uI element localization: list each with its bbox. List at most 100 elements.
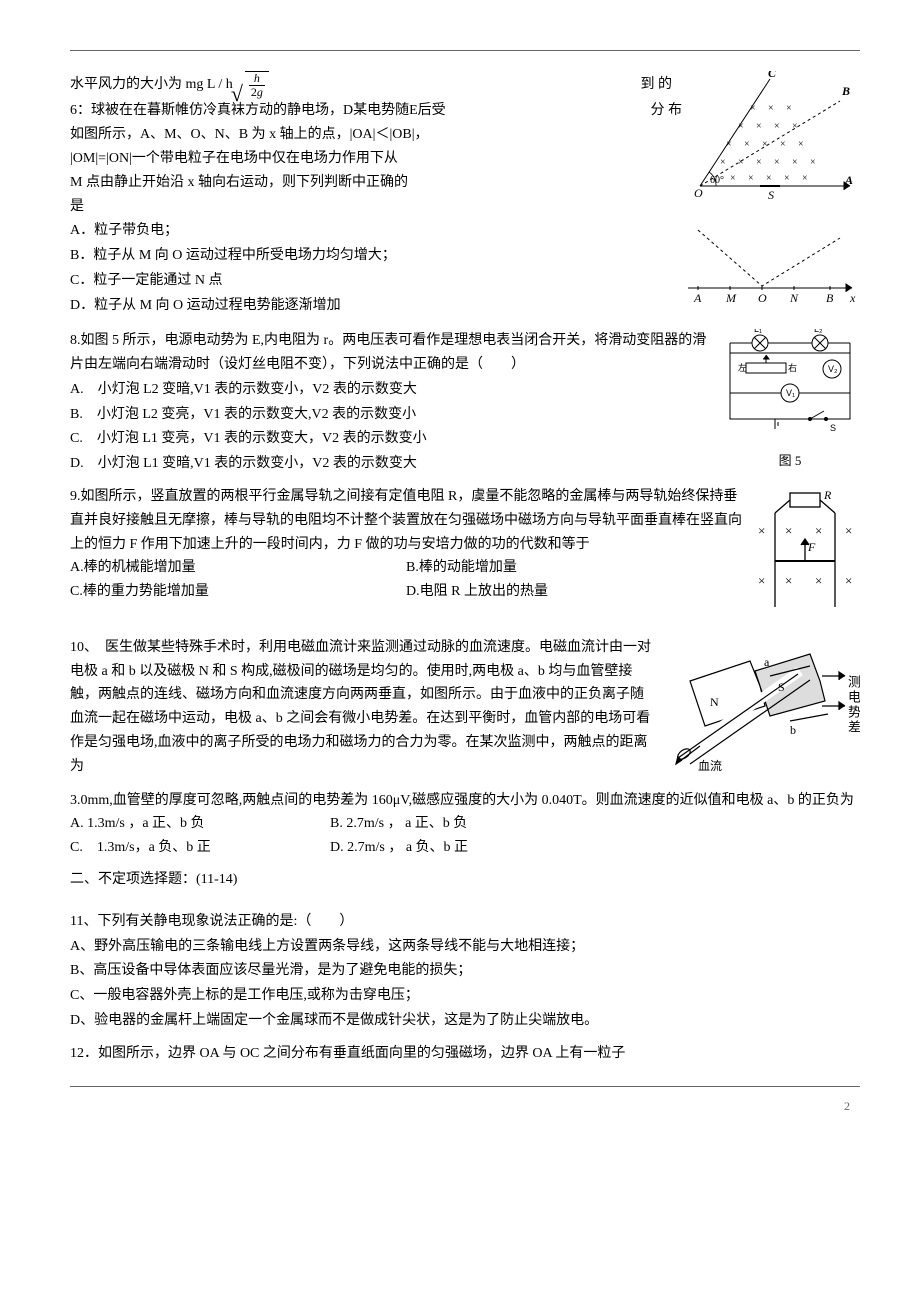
q10-option-b: B. 2.7m/s ， a 正、b 负: [330, 812, 590, 836]
svg-text:×: ×: [758, 523, 765, 538]
bottom-rule: [70, 1086, 860, 1087]
svg-text:×: ×: [786, 103, 792, 114]
svg-text:×: ×: [738, 121, 744, 132]
figure-q8-circuit: L₁L₂ V₂V₁ 左右 S 图 5: [720, 329, 860, 472]
svg-text:B: B: [826, 291, 834, 305]
svg-text:N: N: [789, 291, 799, 305]
fig5-caption: 图 5: [720, 450, 860, 472]
right-frag-1: 到 的: [641, 73, 673, 97]
section-2-title: 二、不定项选择题：(11-14): [70, 868, 860, 892]
svg-text:×: ×: [750, 103, 756, 114]
svg-text:B: B: [841, 84, 850, 98]
svg-text:右: 右: [788, 362, 797, 373]
q8-option-d: D. 小灯泡 L1 变暗,V1 表的示数变小，V2 表的示数变大: [70, 452, 712, 476]
svg-text:×: ×: [798, 139, 804, 150]
q6-q7-block: ××× ×××× ××××× ×××××× ××××× O C B A S 60…: [70, 71, 860, 321]
q10-stem-2: 3.0mm,血管壁的厚度可忽略,两触点间的电势差为 160μV,磁感应强度的大小…: [70, 789, 860, 813]
q8-option-b: B. 小灯泡 L2 变亮，V1 表的示数变大,V2 表的示数变小: [70, 403, 712, 427]
q11-option-d: D、验电器的金属杆上端固定一个金属球而不是做成针尖状，这是为了防止尖端放电。: [70, 1009, 860, 1033]
svg-text:S: S: [778, 680, 785, 694]
svg-text:N: N: [710, 695, 719, 709]
svg-text:×: ×: [730, 173, 736, 184]
svg-text:×: ×: [845, 523, 852, 538]
svg-text:L₁: L₁: [754, 329, 762, 334]
svg-text:×: ×: [815, 573, 822, 588]
svg-text:V₁: V₁: [786, 388, 795, 398]
svg-text:×: ×: [774, 157, 780, 168]
spacer: [70, 900, 860, 910]
svg-text:×: ×: [756, 157, 762, 168]
svg-text:×: ×: [758, 573, 765, 588]
svg-text:×: ×: [785, 573, 792, 588]
svg-text:×: ×: [780, 139, 786, 150]
q11-option-b: B、高压设备中导体表面应该尽量光滑，是为了避免电能的损失；: [70, 959, 860, 983]
q12-stem: 12．如图所示，边界 OA 与 OC 之间分布有垂直纸面向里的匀强磁场，边界 O…: [70, 1042, 860, 1066]
svg-text:b: b: [790, 723, 796, 737]
svg-text:×: ×: [845, 573, 852, 588]
svg-text:×: ×: [768, 103, 774, 114]
q6-line1: 水平风力的大小为 mg L / h h2g 到 的: [70, 71, 682, 99]
svg-text:×: ×: [766, 173, 772, 184]
right-frag-2: 分 布: [651, 99, 683, 123]
svg-text:×: ×: [748, 173, 754, 184]
svg-text:×: ×: [720, 157, 726, 168]
svg-text:×: ×: [792, 157, 798, 168]
svg-text:×: ×: [762, 139, 768, 150]
top-rule: [70, 50, 860, 51]
svg-text:×: ×: [738, 157, 744, 168]
svg-text:A: A: [844, 173, 853, 187]
q9-stem: 9.如图所示，竖直放置的两根平行金属导轨之间接有定值电阻 R，虞量不能忽略的金属…: [70, 485, 742, 556]
svg-text:×: ×: [802, 173, 808, 184]
q10-stem-1: 10、 医生做某些特殊手术时，利用电磁血流计来监测通过动脉的血流速度。电磁血流计…: [70, 636, 652, 779]
svg-text:a: a: [764, 655, 770, 669]
sqrt-expression: h2g: [235, 71, 269, 99]
svg-text:×: ×: [784, 173, 790, 184]
figure-q9-rails: × × × × × × × × R F: [750, 485, 860, 624]
q11-option-a: A、野外高压输电的三条输电线上方设置两条导线，这两条导线不能与大地相连接；: [70, 935, 860, 959]
page-number: 2: [844, 1096, 850, 1116]
wind-force-text: 水平风力的大小为 mg L / h: [70, 73, 233, 97]
svg-text:左: 左: [738, 362, 747, 373]
q8-option-c: C. 小灯泡 L1 变亮，V1 表的示数变大，V2 表的示数变小: [70, 427, 712, 451]
svg-text:×: ×: [815, 523, 822, 538]
q8-block: L₁L₂ V₂V₁ 左右 S 图 5 8.如图 5 所示，电源电动势为 E,内电…: [70, 329, 860, 477]
q11-option-c: C、一般电容器外壳上标的是工作电压,或称为击穿电压；: [70, 984, 860, 1008]
q9-option-d: D.电阻 R 上放出的热量: [406, 580, 742, 604]
svg-text:血流: 血流: [698, 759, 722, 773]
q8-stem: 8.如图 5 所示，电源电动势为 E,内电阻为 r。两电压表可看作是理想电表当闭…: [70, 329, 712, 377]
q10-option-a: A. 1.3m/s ，a 正、b 负: [70, 812, 330, 836]
q8-option-a: A. 小灯泡 L2 变暗,V1 表的示数变小，V2 表的示数变大: [70, 378, 712, 402]
svg-text:60°: 60°: [710, 175, 724, 186]
svg-text:×: ×: [792, 121, 798, 132]
svg-text:×: ×: [810, 157, 816, 168]
svg-text:×: ×: [785, 523, 792, 538]
svg-text:C: C: [768, 71, 777, 80]
svg-text:O: O: [758, 291, 767, 305]
q11-block: 11、下列有关静电现象说法正确的是:（ ） A、野外高压输电的三条输电线上方设置…: [70, 910, 860, 1034]
svg-text:V₂: V₂: [828, 364, 838, 374]
q9-option-a: A.棒的机械能增加量: [70, 556, 406, 580]
svg-text:F: F: [807, 540, 816, 554]
figure-potential: A M O N B x: [680, 218, 860, 317]
q10-block: a b N S 血流 测电势差 10、 医生做某些特殊手术时，利用电磁血流计来监…: [70, 636, 860, 860]
q12-block: 12．如图所示，边界 OA 与 OC 之间分布有垂直纸面向里的匀强磁场，边界 O…: [70, 1042, 860, 1066]
svg-text:S: S: [768, 188, 774, 201]
svg-text:×: ×: [756, 121, 762, 132]
fig10-right-label: 测电势差: [842, 675, 860, 735]
q9-option-b: B.棒的动能增加量: [406, 556, 742, 580]
svg-text:×: ×: [744, 139, 750, 150]
q10-option-c: C. 1.3m/s，a 负、b 正: [70, 836, 330, 860]
q6-line2-row: 6：球被在在暮斯帷仿冷真袜方动的静电场，D某电势随E后受 分 布: [70, 99, 682, 123]
svg-text:×: ×: [774, 121, 780, 132]
svg-text:S: S: [830, 423, 836, 433]
figure-q12-region: ××× ×××× ××××× ×××××× ××××× O C B A S 60…: [690, 71, 860, 210]
svg-text:A: A: [693, 291, 702, 305]
svg-text:R: R: [823, 488, 832, 502]
svg-text:M: M: [725, 291, 737, 305]
q11-stem: 11、下列有关静电现象说法正确的是:（ ）: [70, 910, 860, 934]
q9-block: × × × × × × × × R F 9.如图所示，竖直放置的两根平行金属导轨之间接有…: [70, 485, 860, 628]
svg-text:×: ×: [726, 139, 732, 150]
garbled-line: 6：球被在在暮斯帷仿冷真袜方动的静电场，D某电势随E后受: [70, 99, 446, 123]
svg-text:O: O: [694, 186, 703, 200]
q9-option-c: C.棒的重力势能增加量: [70, 580, 406, 604]
